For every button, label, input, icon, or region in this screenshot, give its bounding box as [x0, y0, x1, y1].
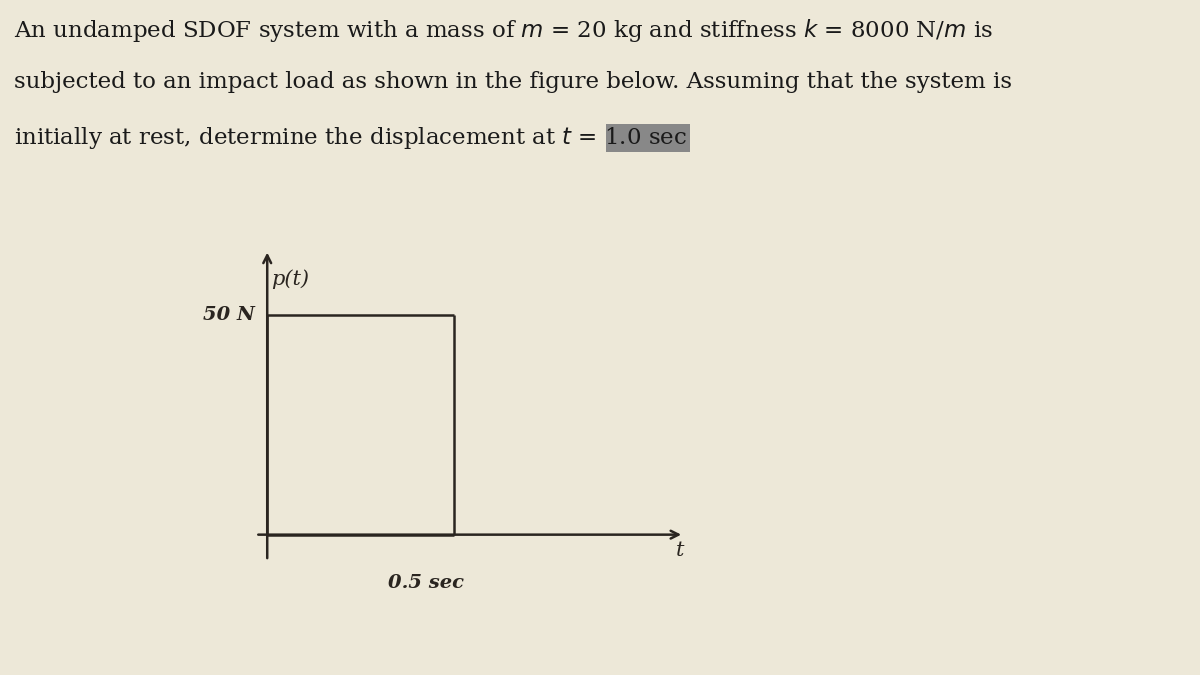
Text: 0.5 sec: 0.5 sec — [388, 574, 463, 592]
Text: An undamped SDOF system with a mass of $m$ = 20 kg and stiffness $k$ = 8000 N/$m: An undamped SDOF system with a mass of $… — [14, 17, 994, 44]
Text: initially at rest, determine the displacement at $t$ = 1.0 sec: initially at rest, determine the displac… — [14, 125, 688, 151]
Text: subjected to an impact load as shown in the figure below. Assuming that the syst: subjected to an impact load as shown in … — [14, 71, 1013, 93]
Text: p(t): p(t) — [271, 270, 310, 290]
Text: t: t — [676, 541, 684, 560]
Text: 50 N: 50 N — [203, 306, 254, 325]
